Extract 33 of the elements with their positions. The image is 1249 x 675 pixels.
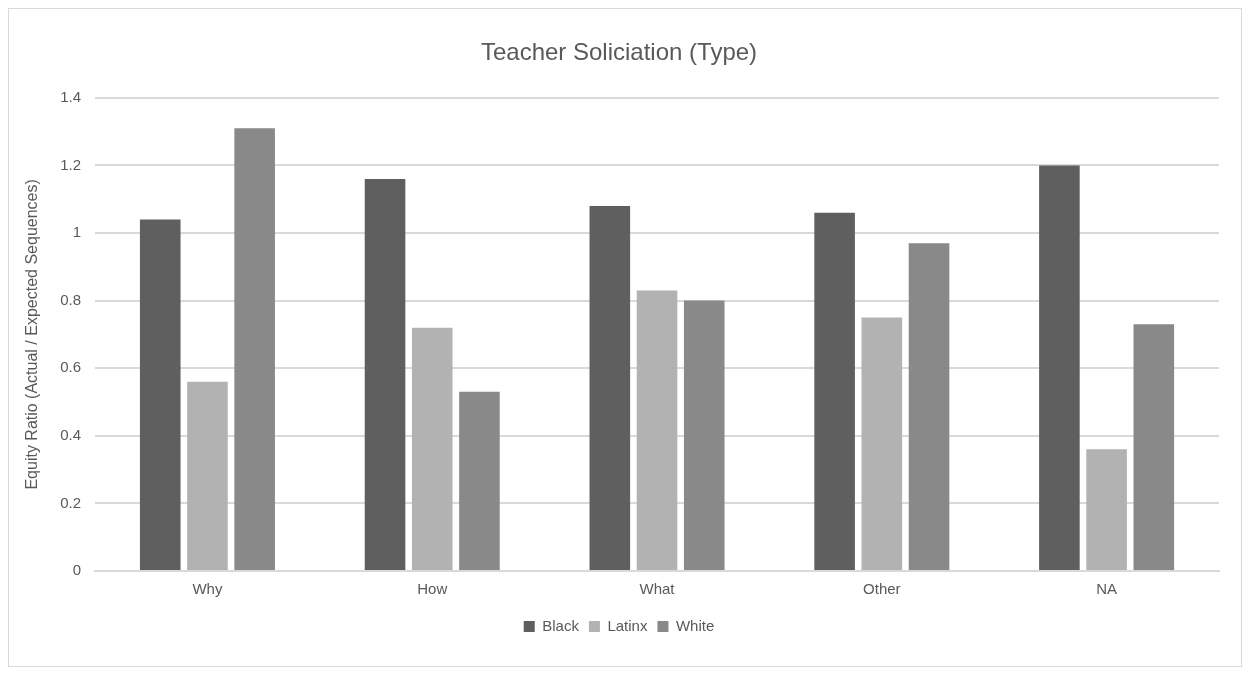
legend-label: Black bbox=[542, 616, 580, 634]
bar bbox=[1086, 449, 1127, 570]
bar bbox=[364, 178, 406, 570]
bar bbox=[1133, 324, 1175, 570]
bar bbox=[861, 317, 903, 570]
y-tick-label: 0.6 bbox=[60, 358, 82, 376]
bar bbox=[589, 205, 631, 570]
y-tick-label: 1.4 bbox=[60, 87, 82, 105]
y-tick-label: 1.2 bbox=[60, 155, 82, 173]
legend-label: White bbox=[675, 616, 715, 634]
bar bbox=[683, 300, 725, 570]
legend-label: Latinx bbox=[607, 616, 648, 634]
bar bbox=[814, 212, 855, 570]
x-tick-label: NA bbox=[1096, 580, 1118, 598]
chart-title: Teacher Soliciation (Type) bbox=[480, 38, 758, 66]
bar bbox=[459, 391, 500, 570]
x-tick-label: Other bbox=[863, 580, 901, 598]
y-tick-label: 0 bbox=[72, 561, 82, 579]
bar bbox=[234, 128, 275, 570]
y-tick-label: 0.8 bbox=[60, 290, 82, 308]
bar bbox=[636, 290, 678, 570]
x-tick-label: Why bbox=[192, 580, 223, 598]
y-axis-title: Equity Ratio (Actual / Expected Sequences) bbox=[23, 179, 41, 490]
y-tick-label: 0.2 bbox=[60, 493, 82, 511]
bar bbox=[908, 243, 950, 570]
x-tick-label: What bbox=[639, 580, 676, 598]
bar bbox=[411, 327, 453, 570]
bar bbox=[139, 219, 181, 570]
x-tick-label: How bbox=[417, 580, 448, 598]
bar bbox=[1039, 165, 1080, 570]
bar bbox=[187, 381, 228, 570]
y-tick-label: 1 bbox=[72, 223, 82, 241]
y-tick-label: 0.4 bbox=[60, 425, 82, 443]
